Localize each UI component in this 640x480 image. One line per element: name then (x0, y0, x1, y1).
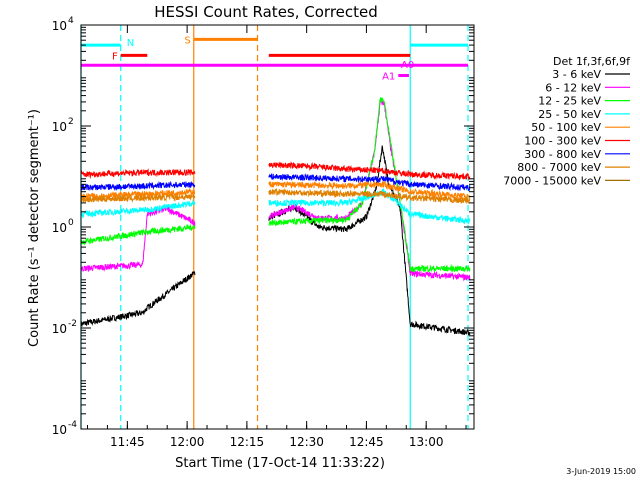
legend-entry-label-9: 7000 - 15000 keV (503, 174, 601, 187)
series-line-3 (80, 97, 471, 273)
legend-entry-label-3: 12 - 25 keV (538, 95, 601, 108)
series-line-6 (80, 161, 471, 181)
legend-entry-label-4: 25 - 50 keV (538, 108, 601, 121)
flag-label-f: F (112, 51, 118, 62)
legend-entry-label-5: 50 - 100 keV (531, 121, 601, 134)
x-tick-label-1: 11:45 (110, 435, 145, 449)
series-line-5 (80, 180, 471, 201)
x-tick-label-6: 13:00 (409, 435, 444, 449)
y-tick-exponent-3: 0 (68, 218, 74, 228)
y-tick-label-5: 10 (52, 19, 67, 33)
y-tick-label-4: 10 (52, 120, 67, 134)
flag-label-a0: A0 (401, 60, 414, 71)
x-tick-label-3: 12:15 (230, 435, 265, 449)
footer-date: 3-Jun-2019 15:00 (566, 467, 636, 476)
x-tick-label-2: 12:00 (170, 435, 205, 449)
plot-clip-group: N S F A0 A1 (80, 25, 471, 429)
y-tick-exponent-5: 4 (68, 16, 74, 26)
legend-entry-label-6: 100 - 300 keV (524, 135, 601, 148)
series-line-4 (80, 187, 471, 225)
x-axis-ticks: 11:45 12:00 12:15 12:30 12:45 13:00 (87, 25, 467, 449)
x-tick-label-4: 12:30 (289, 435, 324, 449)
legend-entry-label-2: 6 - 12 keV (545, 81, 601, 94)
series-lines (80, 97, 471, 336)
series-line-7 (80, 173, 471, 192)
y-tick-label-1: 10 (52, 423, 67, 437)
flag-bars: N S F A0 A1 (81, 35, 469, 83)
legend-title: Det 1f,3f,6f,9f (553, 55, 631, 68)
y-axis-label: Count Rate (s⁻¹ detector segment⁻¹) (27, 109, 42, 347)
legend-entry-label-1: 3 - 6 keV (552, 68, 601, 81)
series-line-1 (80, 145, 471, 336)
legend-entry-label-7: 300 - 800 keV (524, 148, 601, 161)
x-axis-label: Start Time (17-Oct-14 11:33:22) (175, 456, 385, 471)
flag-label-n: N (127, 38, 134, 49)
x-tick-label-5: 12:45 (349, 435, 384, 449)
y-tick-label-3: 10 (52, 221, 67, 235)
flag-label-s: S (184, 35, 190, 46)
y-tick-exponent-4: 2 (68, 117, 74, 127)
series-line-8 (80, 187, 471, 205)
flag-label-a1: A1 (382, 72, 395, 83)
y-tick-exponent-1: -4 (68, 420, 77, 430)
y-tick-label-2: 10 (52, 322, 67, 336)
y-tick-exponent-2: -2 (68, 319, 77, 329)
legend-entry-label-8: 800 - 7000 keV (517, 161, 601, 174)
chart-title: HESSI Count Rates, Corrected (154, 3, 378, 21)
